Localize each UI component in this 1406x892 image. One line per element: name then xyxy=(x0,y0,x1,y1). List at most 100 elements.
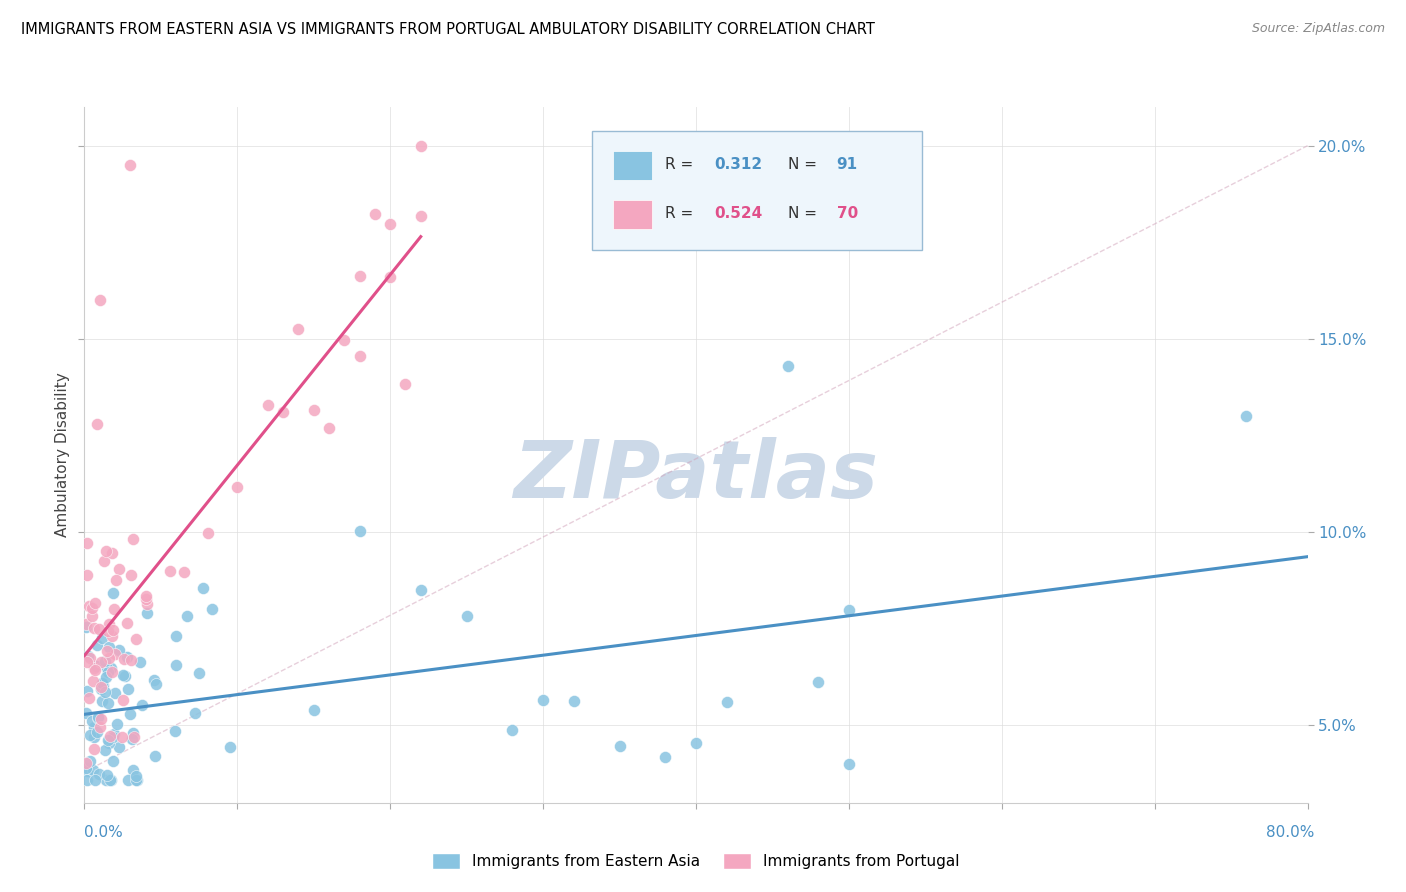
Text: R =: R = xyxy=(665,206,699,221)
Point xyxy=(226,480,249,494)
Point xyxy=(84,663,107,677)
Point xyxy=(142,673,165,687)
Point xyxy=(103,602,125,616)
Point xyxy=(98,616,121,631)
Point xyxy=(83,742,105,756)
Point xyxy=(111,668,134,682)
Point xyxy=(100,546,122,560)
Point xyxy=(75,761,97,775)
Point xyxy=(82,763,104,777)
Text: N =: N = xyxy=(787,206,821,221)
Point xyxy=(90,655,112,669)
Point xyxy=(135,607,157,621)
Point xyxy=(380,269,402,284)
Point xyxy=(101,623,124,637)
Point xyxy=(101,665,124,680)
Point xyxy=(394,377,416,392)
Point xyxy=(776,359,799,373)
Text: Source: ZipAtlas.com: Source: ZipAtlas.com xyxy=(1251,22,1385,36)
Point xyxy=(120,158,142,172)
Point xyxy=(188,665,211,680)
Point xyxy=(807,674,830,689)
Point xyxy=(97,696,120,710)
Point xyxy=(145,677,167,691)
Point xyxy=(107,643,129,657)
Point xyxy=(159,564,181,578)
Point xyxy=(94,654,117,668)
Point xyxy=(86,417,108,431)
Point xyxy=(122,763,145,777)
Point xyxy=(143,749,166,764)
Point xyxy=(96,772,118,787)
Point xyxy=(107,562,129,576)
Text: N =: N = xyxy=(787,157,821,172)
Point xyxy=(96,644,118,658)
Point xyxy=(409,583,432,598)
Text: 80.0%: 80.0% xyxy=(1267,825,1315,840)
Text: R =: R = xyxy=(665,157,699,172)
Point xyxy=(121,731,143,746)
Point xyxy=(114,668,136,682)
Bar xyxy=(613,151,652,180)
Point xyxy=(98,772,121,787)
Point xyxy=(96,661,118,675)
Point xyxy=(105,717,128,731)
Point xyxy=(75,706,97,720)
Point xyxy=(79,650,101,665)
Point xyxy=(84,659,107,673)
Point xyxy=(104,647,127,661)
Point xyxy=(219,739,242,754)
Point xyxy=(333,333,356,347)
Point xyxy=(76,764,98,779)
Point xyxy=(609,739,631,753)
Point xyxy=(101,754,124,768)
Legend: Immigrants from Eastern Asia, Immigrants from Portugal: Immigrants from Eastern Asia, Immigrants… xyxy=(426,847,966,875)
Point xyxy=(127,772,149,787)
Point xyxy=(502,723,524,737)
Point xyxy=(101,586,124,600)
Point xyxy=(83,772,105,787)
Point xyxy=(75,620,97,634)
Point xyxy=(80,600,103,615)
Point xyxy=(125,772,148,787)
Point xyxy=(120,653,142,667)
Point xyxy=(125,632,148,646)
Point xyxy=(135,592,157,607)
Point xyxy=(115,615,138,630)
Point xyxy=(117,772,139,787)
Point xyxy=(91,676,114,690)
Point xyxy=(94,670,117,684)
Point xyxy=(97,733,120,747)
Point xyxy=(176,609,198,624)
Point xyxy=(165,629,187,643)
Point xyxy=(129,655,152,669)
Point xyxy=(94,543,117,558)
Point xyxy=(86,725,108,739)
Point xyxy=(97,665,120,679)
Point xyxy=(89,293,111,308)
Point xyxy=(76,568,98,582)
Point xyxy=(76,772,98,787)
Point xyxy=(94,685,117,699)
Point xyxy=(173,565,195,579)
Point xyxy=(163,724,186,739)
Point xyxy=(115,650,138,665)
Point xyxy=(271,405,294,419)
Point xyxy=(302,703,325,717)
Point xyxy=(83,661,105,675)
Point xyxy=(82,609,104,624)
Point xyxy=(201,602,224,616)
Point xyxy=(75,756,97,770)
Point xyxy=(97,624,120,638)
Point xyxy=(257,398,280,412)
Point xyxy=(98,729,121,743)
Y-axis label: Ambulatory Disability: Ambulatory Disability xyxy=(55,373,70,537)
Point xyxy=(125,768,148,782)
Point xyxy=(1234,409,1257,424)
Point xyxy=(318,420,340,434)
Text: 70: 70 xyxy=(837,206,858,221)
Point xyxy=(118,706,141,721)
Point xyxy=(101,730,124,744)
Point xyxy=(89,720,111,734)
Point xyxy=(90,631,112,645)
